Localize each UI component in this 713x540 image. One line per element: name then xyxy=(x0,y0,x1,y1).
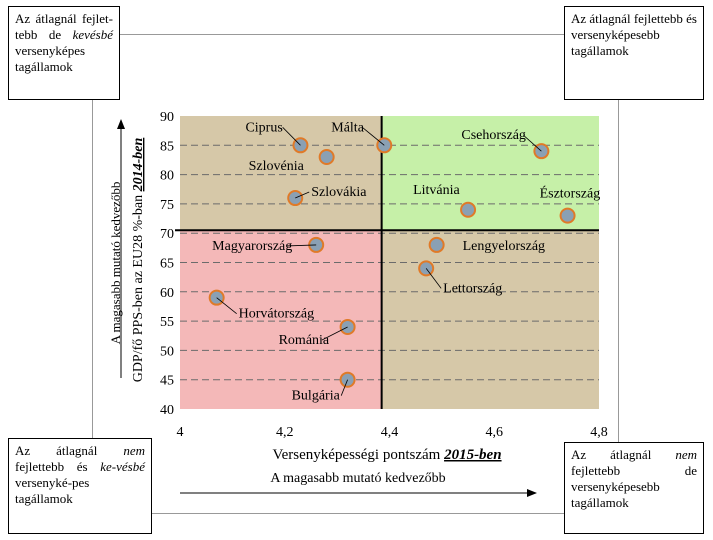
left-arrow-label: A magasabb mutató kedvezőbb xyxy=(108,182,123,345)
x-axis-title-emph: 2015-ben xyxy=(443,447,502,463)
point-label: Horvátország xyxy=(239,307,314,322)
point-label: Csehország xyxy=(461,128,526,143)
y-axis-title-main: GDP/fő PPS-ben az EU28 %-ban xyxy=(131,195,146,382)
data-point xyxy=(428,236,445,253)
quadrant-top-left xyxy=(180,116,382,231)
y-tick-label: 55 xyxy=(160,315,174,330)
leader-line xyxy=(362,126,385,146)
leader-line xyxy=(340,379,348,396)
box-top-right: Az átlagnál fejlettebb és versenyképeseb… xyxy=(564,6,704,100)
x-tick-label: 4 xyxy=(177,425,184,440)
y-tick-label: 45 xyxy=(160,374,174,389)
box-bottom-right: Az átlagnál nem fejlettebb de versenykép… xyxy=(564,442,704,534)
leader-line xyxy=(216,297,237,314)
x-tick-label: 4,6 xyxy=(486,425,504,440)
point-label: Málta xyxy=(331,120,364,135)
box-bottom-left: Az átlagnál nem fejlettebb és ke-vésbé v… xyxy=(8,438,152,534)
data-point xyxy=(460,201,477,218)
x-tick-label: 4,8 xyxy=(590,425,608,440)
data-point xyxy=(318,149,335,166)
quadrant-bottom-right xyxy=(381,230,599,409)
outer-frame xyxy=(92,34,619,514)
y-tick-label: 75 xyxy=(160,198,174,213)
data-point xyxy=(559,207,576,224)
point-label: Észtország xyxy=(540,185,601,202)
point-label: Szlovákia xyxy=(311,185,367,200)
y-tick-label: 90 xyxy=(160,110,174,125)
x-axis-title: Versenyképességi pontszám 2015-ben xyxy=(272,447,501,463)
leader-line xyxy=(286,244,317,247)
leader-line xyxy=(295,191,310,199)
y-tick-label: 85 xyxy=(160,139,174,154)
point-label: Ciprus xyxy=(245,120,282,135)
leader-line xyxy=(425,268,442,289)
x-tick-label: 4,2 xyxy=(276,425,294,440)
y-tick-label: 50 xyxy=(160,344,174,359)
y-axis-title: GDP/fő PPS-ben az EU28 %-ban 2014-ben xyxy=(131,137,146,382)
y-axis-title-emph: 2014-ben xyxy=(131,137,146,192)
y-tick-label: 65 xyxy=(160,257,174,272)
leader-line xyxy=(282,127,301,146)
point-label: Lengyelország xyxy=(463,239,545,254)
y-tick-label: 40 xyxy=(160,403,174,418)
y-tick-label: 80 xyxy=(160,169,174,184)
x-tick-label: 4,4 xyxy=(381,425,399,440)
box-top-left: Az átlagnál fejlet-tebb de kevésbé verse… xyxy=(8,6,120,100)
point-label: Románia xyxy=(279,333,330,348)
bottom-arrow-label: A magasabb mutató kedvezőbb xyxy=(270,471,446,486)
x-axis-title-main: Versenyképességi pontszám xyxy=(272,447,440,463)
point-label: Magyarország xyxy=(212,239,292,254)
point-label: Litvánia xyxy=(413,183,460,198)
y-tick-label: 70 xyxy=(160,227,174,242)
point-label: Lettország xyxy=(443,281,502,296)
y-tick-label: 60 xyxy=(160,286,174,301)
point-label: Bulgária xyxy=(292,389,341,404)
point-label: Szlovénia xyxy=(249,159,305,174)
leader-line xyxy=(321,326,348,341)
leader-line xyxy=(523,134,542,152)
